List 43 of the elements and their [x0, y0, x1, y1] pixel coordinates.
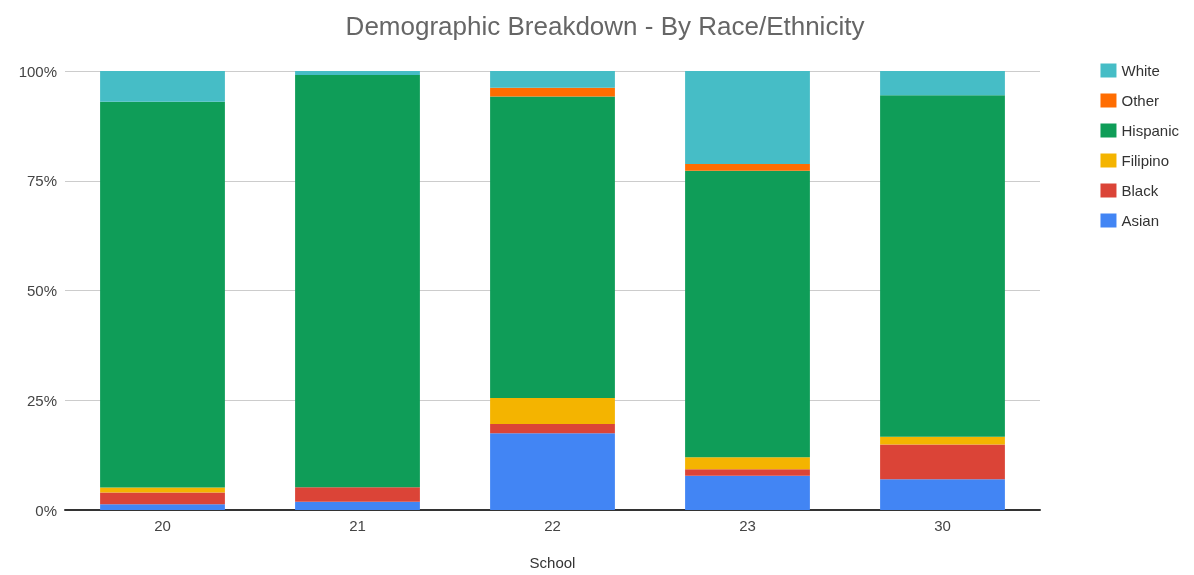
bar — [880, 71, 1005, 96]
legend-label: Hispanic — [1121, 122, 1180, 139]
y-tick-label: 75% — [26, 172, 57, 190]
bar — [880, 479, 1005, 510]
bar — [490, 96, 615, 399]
bar — [100, 101, 225, 488]
legend-label: Other — [1121, 92, 1159, 109]
bar — [880, 436, 1005, 445]
x-axis-title: School — [529, 554, 576, 571]
legend-label: Filipino — [1121, 152, 1170, 169]
bar — [295, 487, 420, 502]
y-tick-label: 0% — [35, 501, 57, 519]
y-tick-label: 50% — [26, 282, 57, 299]
bar — [490, 71, 615, 88]
bar — [100, 71, 225, 102]
bar — [685, 170, 810, 458]
bar — [295, 71, 420, 75]
legend-label: Black — [1121, 182, 1159, 199]
y-tick-label: 25% — [26, 391, 57, 409]
y-tick-label: 100% — [18, 62, 57, 80]
bar — [490, 423, 615, 434]
bar — [100, 492, 225, 505]
bar — [685, 475, 810, 510]
legend-label: White — [1121, 62, 1160, 79]
bar — [295, 74, 420, 488]
chart-title: Demographic Breakdown - By Race/Ethnicity — [345, 11, 865, 41]
bar — [490, 398, 615, 424]
x-tick-label: 20 — [154, 517, 171, 534]
bar — [490, 433, 615, 510]
x-tick-label: 30 — [934, 517, 951, 534]
bar — [685, 457, 810, 470]
bar — [685, 71, 810, 165]
x-tick-label: 21 — [349, 517, 366, 534]
bar — [490, 87, 615, 97]
bar — [685, 469, 810, 476]
bar — [880, 444, 1005, 480]
bar — [295, 501, 420, 510]
x-tick-label: 22 — [544, 517, 561, 534]
bar — [100, 504, 225, 510]
bar — [880, 95, 1005, 437]
x-tick-label: 23 — [739, 517, 756, 534]
legend-label: Asian — [1121, 212, 1160, 229]
bar — [685, 164, 810, 171]
